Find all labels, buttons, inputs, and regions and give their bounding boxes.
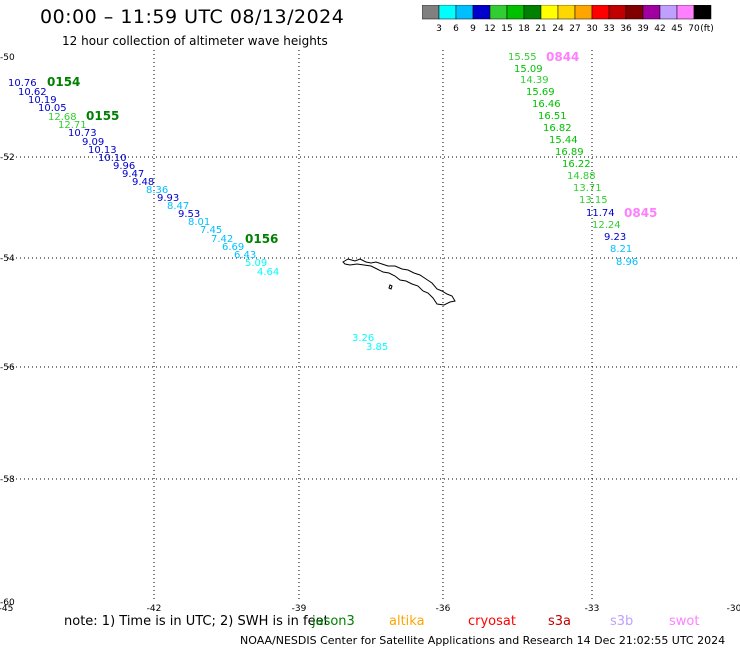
wave-height-label: 7.42	[211, 234, 233, 245]
lon-tick-label: -33	[585, 604, 600, 612]
legend-label: 21	[535, 24, 546, 34]
wave-height-labels: 10.7610.6210.1910.0512.6812.7110.739.091…	[8, 52, 638, 353]
pass-label: 0156	[245, 232, 278, 246]
map-plot: -50 -52 -54 -56 -58 -60-45 -42 -39 -36 -33 -30 10.…	[0, 50, 740, 612]
map-subtitle: 12 hour collection of altimeter wave hei…	[62, 34, 328, 48]
legend-label: 27	[569, 24, 580, 34]
pass-label: 0155	[86, 109, 119, 123]
wave-height-label: 8.01	[188, 217, 210, 228]
wave-height-label: 9.09	[82, 137, 104, 148]
wave-height-label: 16.82	[543, 123, 572, 134]
wave-height-label: 13.71	[573, 183, 602, 194]
lon-tick-label: -39	[292, 604, 307, 612]
lon-tick-label: -45	[0, 604, 13, 612]
wave-height-label: 5.09	[245, 258, 267, 269]
credit-line: NOAA/NESDIS Center for Satellite Applica…	[240, 634, 726, 647]
lat-tick-label: -56	[0, 363, 15, 373]
wave-height-label: 8.21	[610, 244, 632, 255]
wave-height-label: 15.44	[549, 135, 578, 146]
wave-height-label: 15.69	[526, 87, 555, 98]
legend-label: 33	[603, 24, 614, 34]
lon-tick-label: -36	[436, 604, 451, 612]
wave-height-label: 9.93	[157, 193, 179, 204]
wave-height-label: 12.71	[58, 120, 87, 131]
axis-tick-labels: -50 -52 -54 -56 -58 -60-45 -42 -39 -36 -33 -30	[0, 53, 740, 612]
wave-height-label: 12.68	[48, 112, 77, 123]
satellite-name-jason3: jason3	[312, 614, 355, 629]
wave-height-label: 16.46	[532, 99, 561, 110]
wave-height-label: 15.09	[514, 64, 543, 75]
footer-note: note: 1) Time is in UTC; 2) SWH is in fe…	[64, 614, 329, 629]
wave-height-label: 14.88	[567, 171, 596, 182]
wave-height-label: 10.10	[98, 153, 127, 164]
legend-label: 18	[518, 24, 530, 34]
wave-height-label: 9.53	[178, 209, 200, 220]
legend-label: 30	[586, 24, 598, 34]
satellite-name-altika: altika	[389, 614, 425, 629]
pass-label: 0844	[546, 50, 579, 64]
wave-height-label: 8.47	[167, 201, 189, 212]
lat-tick-label: -52	[0, 153, 15, 163]
legend-label: 39	[637, 24, 649, 34]
pass-time-labels: 0154 0155 0156 0844 0845	[47, 50, 657, 246]
legend-label: 12	[484, 24, 495, 34]
wave-height-label: 11.74	[586, 208, 615, 219]
legend-label: 6	[453, 24, 459, 34]
wave-height-label: 8.36	[146, 185, 168, 196]
lat-tick-label: -54	[0, 254, 15, 264]
wave-height-label: 16.22	[562, 159, 591, 170]
wave-height-label: 9.96	[113, 161, 135, 172]
legend-swatch	[693, 5, 712, 20]
legend-label: 36	[620, 24, 632, 34]
satellite-name-cryosat: cryosat	[468, 614, 516, 629]
wave-height-label: 6.43	[234, 250, 256, 261]
lon-tick-label: -30	[727, 604, 740, 612]
south-georgia-island	[342, 258, 456, 306]
wave-height-label: 10.76	[8, 78, 37, 89]
legend-label: 42	[654, 24, 665, 34]
wave-height-label: 9.47	[122, 169, 144, 180]
satellite-name-swot: swot	[669, 614, 700, 629]
wave-height-label: 6.69	[222, 242, 244, 253]
wave-height-label: 4.64	[257, 267, 279, 278]
wave-height-label: 9.48	[132, 177, 154, 188]
wave-height-label: 10.13	[88, 145, 117, 156]
wave-height-label: 7.45	[200, 225, 222, 236]
legend-label: 9	[470, 24, 476, 34]
map-title: 00:00 – 11:59 UTC 08/13/2024	[40, 6, 345, 28]
wave-height-label: 10.62	[18, 87, 47, 98]
pass-label: 0845	[624, 206, 657, 220]
lat-tick-label: -50	[0, 53, 15, 63]
wave-height-label: 8.96	[616, 257, 638, 268]
wave-height-label: 10.19	[28, 95, 57, 106]
wave-height-label: 12.24	[592, 220, 621, 231]
lon-tick-label: -42	[147, 604, 162, 612]
wave-height-label: 16.89	[555, 147, 584, 158]
wave-height-label: 3.26	[352, 333, 374, 344]
wave-height-label: 10.73	[68, 128, 97, 139]
color-legend: 3 6 9 12 15 18 21 24 27 30 33 36 39 42 45 70 (ft)	[422, 5, 714, 34]
legend-label: 45	[671, 24, 682, 34]
wave-height-label: 15.55	[508, 52, 537, 63]
wave-height-label: 3.85	[366, 342, 388, 353]
grid-lines	[8, 50, 738, 602]
wave-height-label: 13.15	[579, 195, 608, 206]
legend-label: 70	[688, 24, 700, 34]
wave-height-label: 14.39	[520, 75, 549, 86]
legend-label: 15	[501, 24, 512, 34]
satellite-name-s3b: s3b	[610, 614, 634, 629]
legend-label: 24	[552, 24, 564, 34]
lat-tick-label: -58	[0, 475, 15, 485]
legend-unit: (ft)	[700, 24, 714, 34]
satellite-name-s3a: s3a	[548, 614, 572, 629]
wave-height-label: 16.51	[538, 111, 567, 122]
wave-height-label: 10.05	[38, 103, 67, 114]
legend-label: 3	[436, 24, 442, 34]
wave-height-label: 9.23	[604, 232, 626, 243]
pass-label: 0154	[47, 75, 80, 89]
lat-tick-label: -60	[0, 598, 15, 608]
